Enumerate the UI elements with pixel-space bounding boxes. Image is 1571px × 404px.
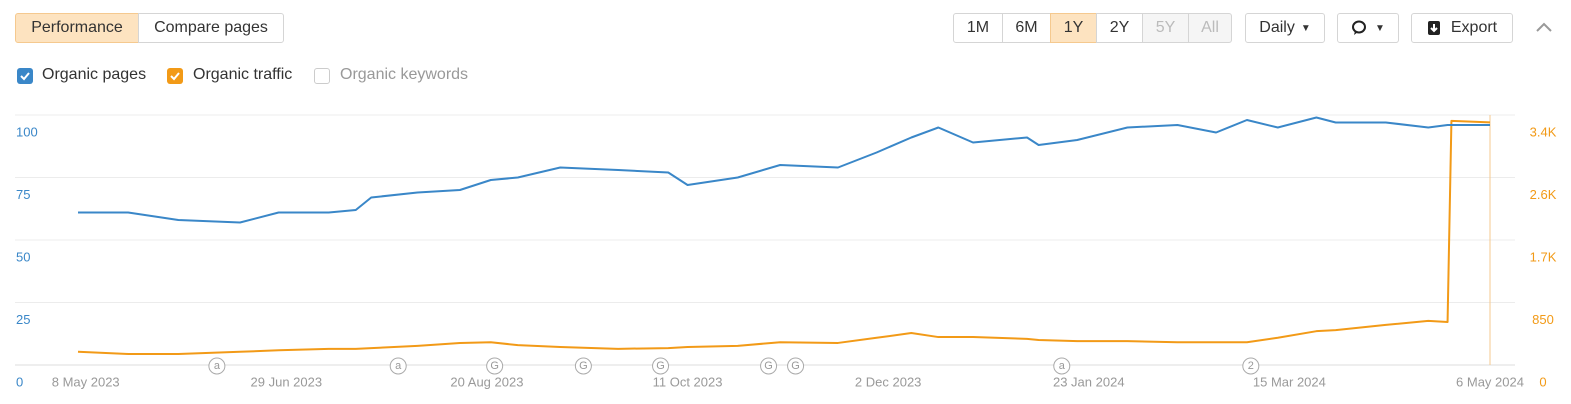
range-button[interactable]: 1M — [953, 13, 1003, 43]
caret: ▼ — [1375, 22, 1385, 34]
y2-tick-label: 2.6K — [1530, 187, 1557, 202]
caret: ▼ — [1300, 22, 1311, 34]
tab[interactable]: Performance — [15, 13, 139, 43]
annotation-label: G — [490, 360, 499, 372]
annotation-marker — [389, 357, 407, 375]
annotation-marker — [208, 357, 226, 375]
tab[interactable]: Compare pages — [138, 13, 284, 43]
annotation-label: a — [214, 360, 221, 372]
annotation-marker — [652, 357, 670, 375]
y-tick-label: 50 — [16, 249, 30, 264]
y2-tick-label: 1.7K — [1530, 249, 1557, 264]
x-tick-label: 2 Dec 2023 — [855, 374, 922, 389]
y-tick-label: 25 — [16, 312, 30, 327]
checkbox[interactable] — [167, 68, 183, 84]
range-button: 5Y — [1142, 13, 1189, 43]
interval-dropdown[interactable]: Daily ▼ — [1245, 13, 1325, 43]
y-tick-label: 100 — [16, 124, 38, 139]
y2-tick-label: 0 — [1539, 374, 1546, 389]
range-button[interactable]: 1Y — [1050, 13, 1097, 43]
series-line — [78, 116, 1490, 224]
legend-label[interactable]: Organic pages — [42, 66, 147, 83]
comment-dropdown[interactable]: ▼ — [1337, 13, 1399, 43]
x-tick-label: 15 Mar 2024 — [1253, 374, 1326, 389]
checkbox[interactable] — [17, 68, 33, 84]
x-tick-label: 6 May 2024 — [1456, 374, 1524, 389]
annotation-label: a — [1059, 360, 1066, 372]
annotation-label: G — [579, 360, 588, 372]
annotation-marker — [1053, 357, 1071, 375]
annotation-label: G — [791, 360, 800, 372]
checkbox[interactable] — [314, 68, 330, 84]
annotation-marker — [1242, 357, 1260, 375]
legend-label[interactable]: Organic keywords — [340, 66, 469, 83]
check — [170, 72, 180, 81]
annotation-label: G — [656, 360, 665, 372]
annotation-label: a — [395, 360, 402, 372]
range-button: All — [1188, 13, 1232, 43]
y-tick-label: 0 — [16, 374, 23, 389]
interval-label: Daily — [1259, 19, 1295, 36]
export-icon — [1427, 21, 1440, 35]
annotation-marker — [486, 357, 504, 375]
annotation-marker — [787, 357, 805, 375]
x-tick-label: 8 May 2023 — [52, 374, 120, 389]
comment-icon — [1352, 20, 1367, 35]
y-tick-label: 75 — [16, 187, 30, 202]
annotation-marker — [760, 357, 778, 375]
collapse-icon[interactable] — [1535, 20, 1553, 34]
y2-tick-label: 3.4K — [1530, 124, 1557, 139]
export-label: Export — [1450, 19, 1498, 36]
check — [20, 72, 30, 81]
annotation-marker — [574, 357, 592, 375]
legend-label[interactable]: Organic traffic — [193, 66, 293, 83]
export-button[interactable]: Export — [1411, 13, 1513, 43]
x-tick-label: 11 Oct 2023 — [653, 374, 723, 389]
annotation-label: 2 — [1248, 360, 1254, 372]
x-tick-label: 29 Jun 2023 — [251, 374, 323, 389]
series-line — [77, 119, 1491, 355]
y2-tick-label: 850 — [1532, 312, 1554, 327]
annotation-label: G — [764, 360, 773, 372]
x-tick-label: 23 Jan 2024 — [1053, 374, 1125, 389]
x-tick-label: 20 Aug 2023 — [450, 374, 523, 389]
